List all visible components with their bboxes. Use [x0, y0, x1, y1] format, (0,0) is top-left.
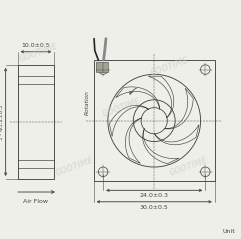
Text: 10.0±0.5: 10.0±0.5	[22, 43, 50, 49]
Bar	[94, 60, 215, 181]
Text: 30.0±0.5: 30.0±0.5	[140, 205, 169, 210]
Text: 3 - Φ3.2±0.3: 3 - Φ3.2±0.3	[0, 104, 4, 140]
Text: Unit: Unit	[222, 229, 235, 234]
Text: 24.0±0.3: 24.0±0.3	[140, 193, 169, 198]
Bar	[18, 65, 54, 179]
Text: GOOTIME: GOOTIME	[168, 156, 209, 178]
Bar	[96, 62, 108, 72]
Text: Rotation: Rotation	[85, 90, 90, 115]
Text: GOOTIME: GOOTIME	[54, 156, 95, 178]
Text: Air Flow: Air Flow	[23, 199, 48, 204]
Text: GOOTIME: GOOTIME	[149, 56, 190, 78]
Text: GOOTIME: GOOTIME	[19, 42, 59, 64]
Text: GOOTIME: GOOTIME	[102, 97, 143, 119]
